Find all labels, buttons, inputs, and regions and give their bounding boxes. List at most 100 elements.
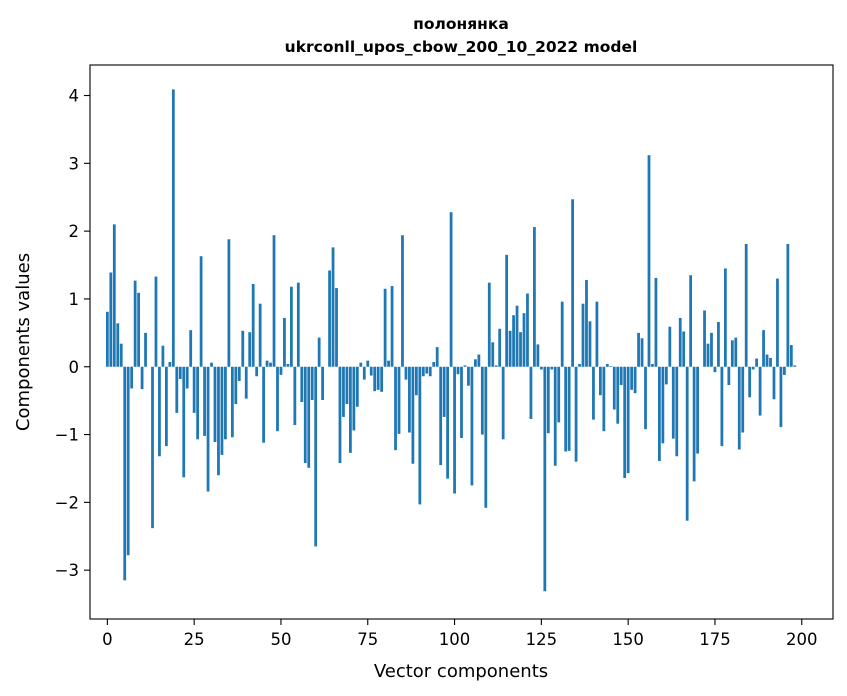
- bar: [397, 366, 401, 434]
- x-tick-label: 150: [612, 630, 644, 649]
- bar: [307, 366, 311, 468]
- bar: [366, 360, 370, 367]
- bar: [237, 366, 241, 381]
- bar: [349, 366, 352, 453]
- bar: [255, 366, 259, 377]
- bar: [123, 366, 127, 581]
- chart-title: полонянка: [413, 15, 509, 33]
- bar: [585, 279, 588, 367]
- bar: [331, 247, 335, 367]
- bar: [414, 366, 418, 396]
- bar: [244, 366, 248, 399]
- y-tick-label: 2: [69, 222, 80, 241]
- y-tick-label: 1: [69, 290, 80, 309]
- bar: [793, 365, 797, 367]
- bar: [355, 366, 359, 407]
- bar: [220, 366, 224, 455]
- bar: [227, 239, 231, 367]
- bar: [640, 338, 644, 367]
- bar: [671, 366, 675, 439]
- bar: [612, 366, 616, 410]
- y-axis-label: Components values: [13, 253, 34, 431]
- bar: [206, 366, 210, 492]
- bar: [373, 366, 377, 392]
- bar: [279, 366, 283, 375]
- bar: [623, 366, 627, 478]
- bar: [696, 366, 699, 454]
- bar: [251, 284, 255, 367]
- bar: [158, 366, 161, 457]
- bar: [185, 366, 189, 389]
- bar: [730, 340, 734, 367]
- bar: [383, 288, 387, 367]
- bar: [248, 332, 252, 367]
- bar: [508, 330, 512, 367]
- bar: [359, 362, 363, 367]
- bar: [751, 366, 755, 370]
- bar: [703, 310, 706, 367]
- bar: [116, 323, 120, 367]
- y-tick-label: 0: [69, 358, 80, 377]
- bar: [734, 337, 738, 367]
- bar: [595, 301, 599, 367]
- bar: [460, 366, 463, 438]
- bar: [592, 366, 595, 420]
- bar: [112, 224, 116, 367]
- bar: [744, 244, 748, 367]
- bar: [421, 366, 425, 377]
- bar: [783, 366, 786, 375]
- bar: [404, 366, 408, 380]
- bar: [380, 366, 384, 392]
- bar: [286, 364, 290, 367]
- bar: [779, 366, 783, 428]
- x-tick-label: 125: [526, 630, 558, 649]
- bar: [769, 357, 772, 367]
- bar: [276, 366, 279, 432]
- bar: [789, 345, 793, 367]
- x-tick-label: 175: [699, 630, 731, 649]
- bar: [296, 282, 300, 367]
- bar: [314, 366, 318, 547]
- bar: [748, 366, 752, 398]
- bar: [519, 332, 522, 367]
- bar: [664, 366, 668, 385]
- bar: [224, 366, 227, 440]
- bar: [581, 303, 585, 367]
- bar: [328, 270, 331, 367]
- bar: [463, 365, 467, 367]
- bar: [411, 366, 415, 464]
- bar: [571, 199, 574, 367]
- bar: [602, 366, 606, 432]
- bar: [425, 366, 429, 374]
- bar: [126, 366, 130, 556]
- bar: [550, 366, 554, 370]
- bar: [213, 366, 217, 443]
- bar: [130, 366, 134, 389]
- bar: [546, 366, 550, 434]
- bar: [345, 366, 349, 405]
- bar: [713, 366, 717, 373]
- bar: [647, 155, 651, 367]
- bar: [567, 366, 571, 451]
- bar: [678, 317, 682, 367]
- bar: [526, 293, 529, 367]
- bar: [196, 366, 200, 440]
- bar: [477, 354, 481, 367]
- bar: [588, 321, 592, 367]
- bar: [442, 366, 446, 417]
- bar: [668, 326, 672, 367]
- bar: [178, 366, 182, 379]
- bar: [564, 366, 568, 452]
- bar: [362, 366, 366, 380]
- bar: [390, 286, 394, 367]
- bar: [283, 317, 286, 367]
- bar: [727, 366, 731, 386]
- bar: [644, 366, 647, 430]
- chart-subtitle: ukrconll_upos_cbow_200_10_2022 model: [285, 38, 638, 56]
- bar: [303, 366, 307, 464]
- bar: [626, 366, 630, 474]
- bar: [609, 366, 613, 367]
- bar: [338, 366, 342, 464]
- bar: [467, 366, 470, 386]
- bar: [560, 301, 564, 367]
